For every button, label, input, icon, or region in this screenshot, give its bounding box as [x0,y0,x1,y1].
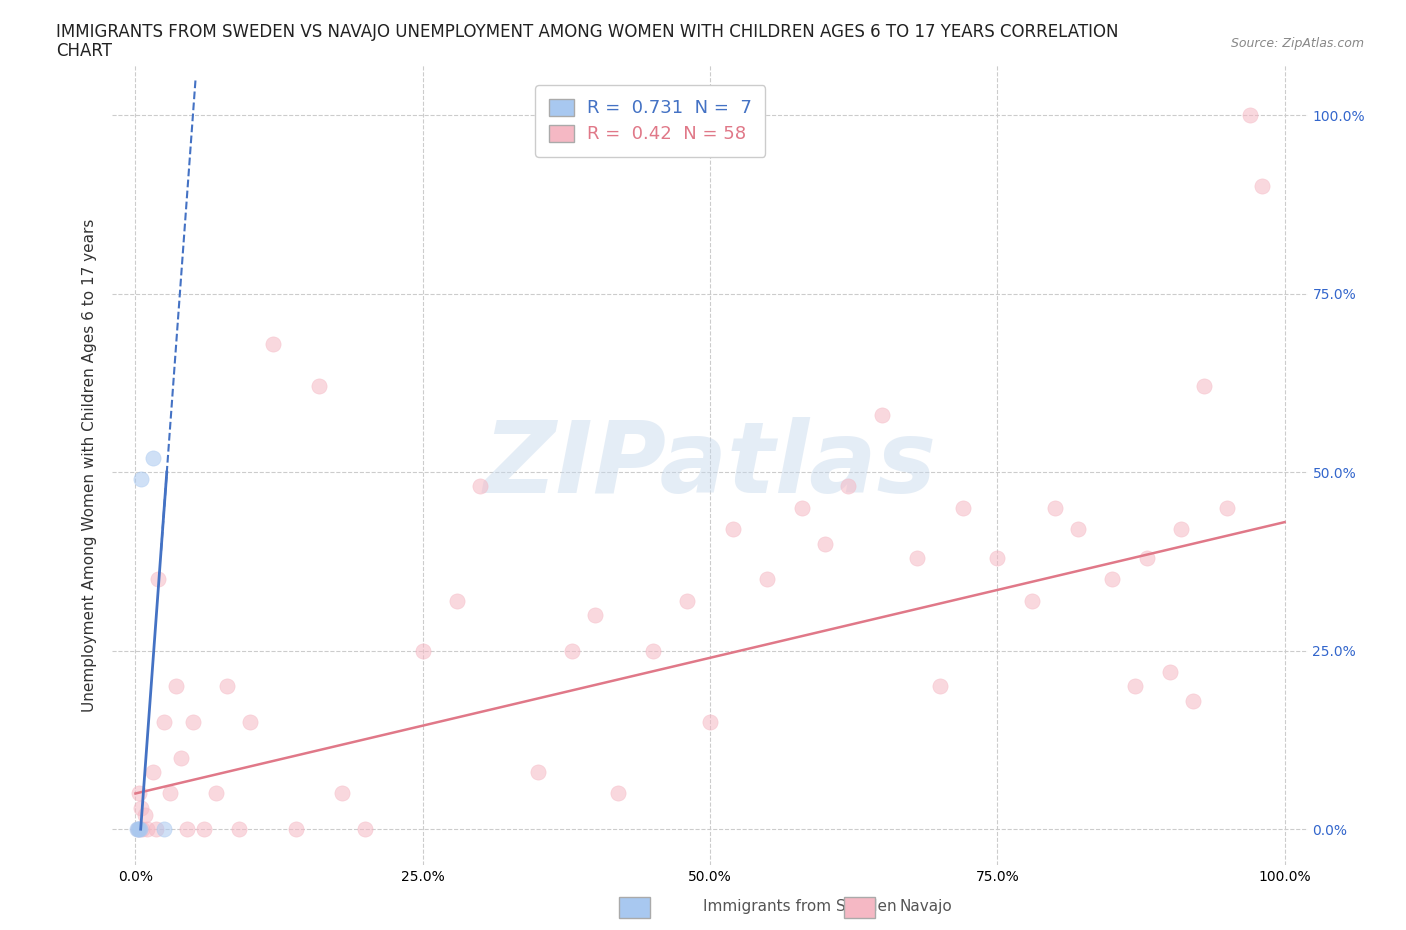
Point [952,500,974,515]
Point [145,822,167,837]
Point [1067,522,1090,537]
Point [128,822,150,837]
Point [470,479,492,494]
Point [1043,500,1066,515]
Point [1216,500,1239,515]
Legend: R =  0.731  N =  7, R =  0.42  N = 58: R = 0.731 N = 7, R = 0.42 N = 58 [536,86,765,157]
Point [170,751,193,765]
Point [790,500,813,515]
Point [308,379,330,394]
Point [125,822,148,837]
Point [1101,572,1123,587]
Point [129,472,152,486]
Point [228,822,250,837]
Point [239,714,262,729]
Point [1181,693,1204,708]
Point [1250,179,1272,194]
Point [142,450,165,465]
Point [176,822,198,837]
Point [676,593,699,608]
Text: Immigrants from Sweden: Immigrants from Sweden [703,899,897,914]
Point [986,551,1008,565]
Point [153,822,176,837]
Point [131,822,153,837]
Point [641,644,664,658]
Point [583,607,606,622]
Point [148,572,170,587]
Point [127,822,149,837]
Point [526,764,548,779]
Point [699,714,721,729]
Point [262,336,284,351]
Text: IMMIGRANTS FROM SWEDEN VS NAVAJO UNEMPLOYMENT AMONG WOMEN WITH CHILDREN AGES 6 T: IMMIGRANTS FROM SWEDEN VS NAVAJO UNEMPLO… [56,23,1119,41]
Point [1021,593,1043,608]
Point [129,801,152,816]
Point [330,786,353,801]
Point [1239,108,1261,123]
Point [905,551,928,565]
Point [159,786,181,801]
Text: Navajo: Navajo [900,899,953,914]
Point [721,522,744,537]
Text: Source: ZipAtlas.com: Source: ZipAtlas.com [1230,37,1364,50]
Point [128,786,150,801]
Y-axis label: Unemployment Among Women with Children Ages 6 to 17 years: Unemployment Among Women with Children A… [82,219,97,711]
Point [814,536,837,551]
Point [412,644,434,658]
Point [561,644,583,658]
Point [354,822,377,837]
Text: CHART: CHART [56,42,112,60]
Point [1170,522,1192,537]
Point [205,786,228,801]
Point [872,407,894,422]
Point [1159,665,1181,680]
Point [285,822,308,837]
Point [136,822,159,837]
Point [446,593,468,608]
Point [134,807,156,822]
Point [165,679,187,694]
Point [181,714,204,729]
Text: ZIPatlas: ZIPatlas [484,417,936,513]
Point [1123,679,1146,694]
Point [153,714,176,729]
Point [129,822,152,837]
Point [193,822,215,837]
Point [1192,379,1215,394]
Point [756,572,779,587]
Point [1136,551,1159,565]
Point [837,479,859,494]
Point [607,786,630,801]
Point [928,679,950,694]
Point [217,679,239,694]
Point [127,822,149,837]
Point [142,764,165,779]
